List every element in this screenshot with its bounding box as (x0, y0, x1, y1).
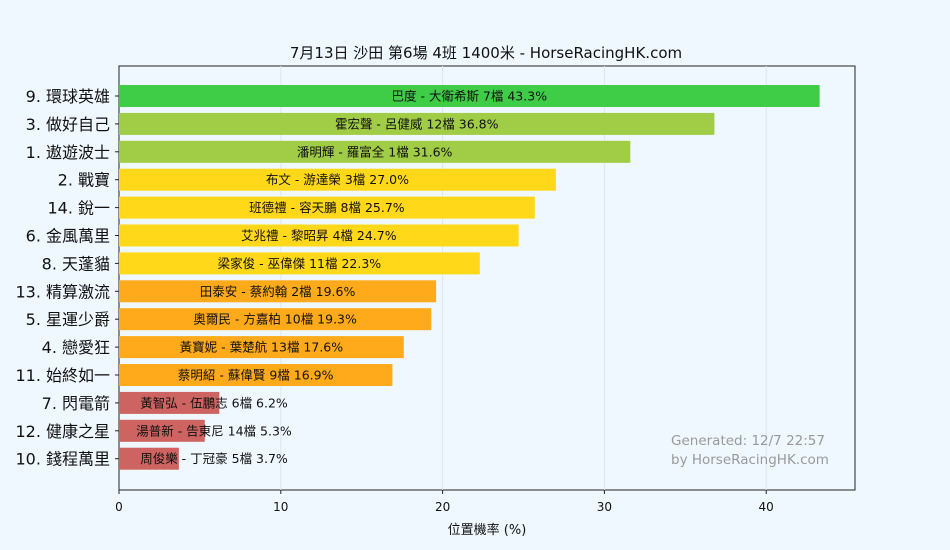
bar-data-label: 霍宏聲 - 呂健威 12檔 36.8% (335, 116, 499, 131)
bar-data-label: 湯普新 - 告東尼 14檔 5.3% (136, 423, 292, 438)
category-label: 9. 環球英雄 (26, 87, 110, 106)
bar-data-label: 巴度 - 大衛希斯 7檔 43.3% (392, 89, 548, 104)
bar-data-label: 黃智弘 - 伍鵬志 6檔 6.2% (140, 395, 288, 410)
bar (119, 252, 480, 275)
category-label: 2. 戰寶 (58, 171, 110, 190)
bar (119, 336, 404, 359)
bar-data-label: 梁家俊 - 巫偉傑 11檔 22.3% (218, 256, 382, 271)
category-label: 13. 精算激流 (15, 282, 110, 301)
x-axis: 0 10 20 30 40 (115, 490, 774, 514)
bar-data-label: 田泰安 - 蔡約翰 2檔 19.6% (200, 284, 356, 299)
chart-title: 7月13日 沙田 第6場 4班 1400米 - HorseRacingHK.co… (290, 44, 682, 62)
bar (119, 364, 393, 386)
category-label: 1. 遨遊波士 (26, 143, 110, 162)
bar (119, 140, 631, 163)
bar-data-label: 潘明輝 - 羅富全 1檔 31.6% (297, 144, 453, 159)
category-label: 7. 閃電箭 (42, 394, 110, 413)
x-axis-label: 位置機率 (%) (448, 522, 527, 538)
category-label: 11. 始終如一 (15, 366, 110, 385)
bar (119, 280, 437, 303)
grid-lines (280, 66, 767, 490)
x-tick-label: 40 (759, 500, 774, 514)
category-label: 8. 天蓬貓 (42, 254, 110, 273)
x-tick-label: 0 (115, 500, 123, 514)
bar (119, 196, 535, 219)
plot-area (118, 65, 856, 491)
category-label: 10. 錢程萬里 (15, 450, 110, 469)
bar-data-label: 周俊樂 - 丁冠豪 5檔 3.7% (140, 451, 288, 466)
bar (119, 308, 432, 331)
watermark-generated: Generated: 12/7 22:57 (671, 433, 825, 449)
bar-data-label: 布文 - 游達榮 3檔 27.0% (266, 172, 409, 187)
category-label: 12. 健康之星 (15, 422, 110, 441)
category-label: 14. 銳一 (47, 199, 110, 218)
category-label: 4. 戀愛狂 (42, 338, 110, 357)
bar-data-label: 奧爾民 - 方嘉柏 10檔 19.3% (193, 312, 357, 327)
bar (119, 391, 220, 414)
bar (119, 447, 179, 470)
bar (119, 112, 715, 135)
x-tick-label: 30 (597, 500, 612, 514)
watermark-site: by HorseRacingHK.com (671, 452, 829, 468)
category-label: 5. 星運少爵 (26, 310, 110, 329)
bar (119, 168, 556, 191)
bar-data-label: 蔡明紹 - 蘇偉賢 9檔 16.9% (178, 368, 334, 383)
bar-data-label: 艾兆禮 - 黎昭昇 4檔 24.7% (241, 228, 397, 243)
x-tick-label: 20 (435, 500, 450, 514)
bar-data-label: 班德禮 - 容天鵬 8檔 25.7% (249, 200, 405, 215)
x-tick-label: 10 (273, 500, 288, 514)
bar-data-label: 黃寶妮 - 葉楚航 13檔 17.6% (180, 340, 344, 355)
category-label: 3. 做好自己 (26, 115, 110, 134)
bar (119, 224, 519, 247)
bar (119, 85, 820, 107)
category-label: 6. 金風萬里 (26, 227, 110, 246)
bar (119, 419, 205, 442)
